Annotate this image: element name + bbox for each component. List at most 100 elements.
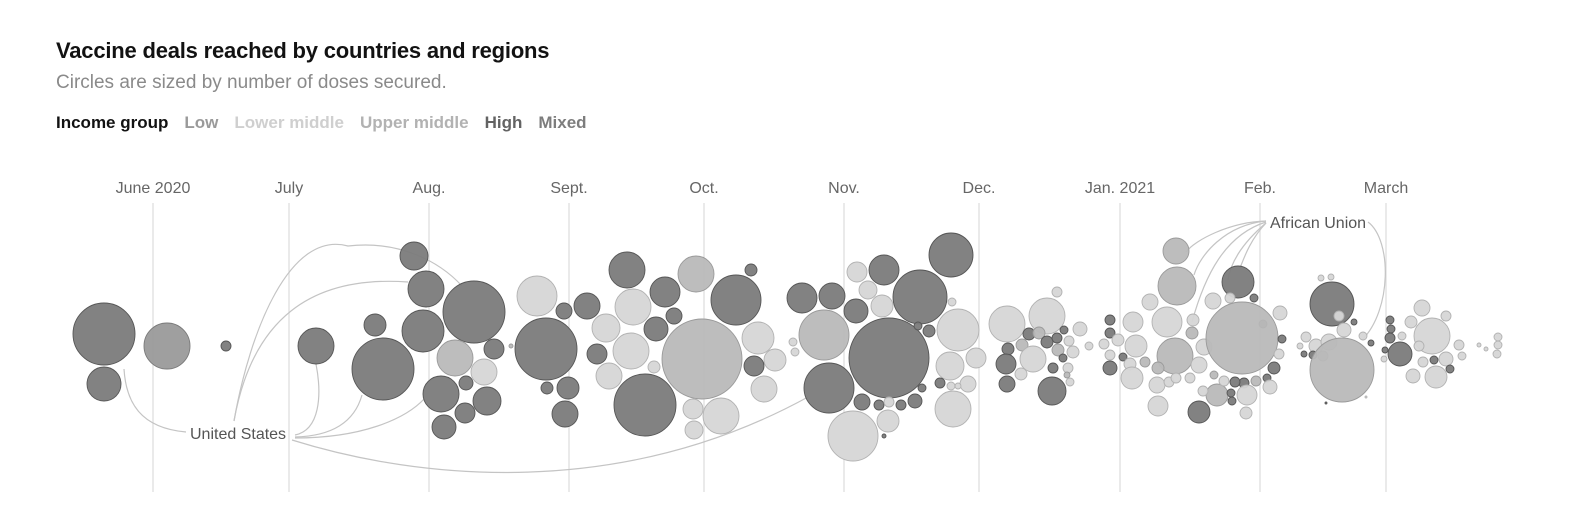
deal-bubble[interactable] [665,307,683,325]
deal-bubble[interactable] [297,327,335,365]
deal-bubble[interactable] [1014,367,1028,381]
deal-bubble[interactable] [363,313,387,337]
deal-bubble[interactable] [965,347,987,369]
deal-bubble[interactable] [1058,353,1068,363]
deal-bubble[interactable] [1367,339,1375,347]
deal-bubble[interactable] [702,397,740,435]
deal-bubble[interactable] [876,409,900,433]
deal-bubble[interactable] [1424,365,1448,389]
deal-bubble[interactable] [1148,376,1166,394]
deal-bubble[interactable] [1440,310,1452,322]
deal-bubble[interactable] [1385,315,1395,325]
deal-bubble[interactable] [873,399,885,411]
deal-bubble[interactable] [917,383,927,393]
deal-bubble[interactable] [892,269,948,325]
deal-bubble[interactable] [1239,406,1253,420]
deal-bubble[interactable] [586,343,608,365]
deal-bubble[interactable] [516,275,558,317]
deal-bubble[interactable] [936,308,980,352]
deal-bubble[interactable] [407,270,445,308]
deal-bubble[interactable] [935,351,965,381]
deal-bubble[interactable] [1063,335,1075,347]
deal-bubble[interactable] [1032,326,1046,340]
deal-bubble[interactable] [870,294,894,318]
deal-bubble[interactable] [881,433,887,439]
deal-bubble[interactable] [1381,346,1389,354]
deal-bubble[interactable] [1205,301,1279,375]
deal-bubble[interactable] [913,321,923,331]
deal-bubble[interactable] [1111,333,1125,347]
deal-bubble[interactable] [744,263,758,277]
deal-bubble[interactable] [1364,395,1368,399]
deal-bubble[interactable] [1413,299,1431,317]
deal-bubble[interactable] [677,255,715,293]
legend-item-mixed[interactable]: Mixed [538,113,587,132]
deal-bubble[interactable] [846,261,868,283]
deal-bubble[interactable] [1267,361,1281,375]
deal-bubble[interactable] [843,298,869,324]
legend-item-low[interactable]: Low [184,113,219,132]
deal-bubble[interactable] [818,282,846,310]
deal-bubble[interactable] [220,340,232,352]
deal-bubble[interactable] [508,343,514,349]
deal-bubble[interactable] [1429,355,1439,365]
legend-item-high[interactable]: High [484,113,523,132]
deal-bubble[interactable] [143,322,191,370]
deal-bubble[interactable] [947,297,957,307]
deal-bubble[interactable] [786,282,818,314]
deal-bubble[interactable] [442,280,506,344]
deal-bubble[interactable] [1157,266,1197,306]
deal-bubble[interactable] [1015,338,1029,352]
deal-bubble[interactable] [1122,311,1144,333]
deal-bubble[interactable] [1124,334,1148,358]
deal-bubble[interactable] [1151,361,1165,375]
deal-bubble[interactable] [883,396,895,408]
deal-bubble[interactable] [1300,331,1312,343]
deal-bubble[interactable] [1104,327,1116,339]
deal-bubble[interactable] [556,376,580,400]
deal-bubble[interactable] [1483,346,1489,352]
deal-bubble[interactable] [827,410,879,462]
deal-bubble[interactable] [1051,286,1063,298]
deal-bubble[interactable] [1300,350,1308,358]
deal-bubble[interactable] [591,313,621,343]
deal-bubble[interactable] [614,288,652,326]
deal-bubble[interactable] [1170,372,1182,384]
deal-bubble[interactable] [1118,352,1128,362]
deal-bubble[interactable] [1417,356,1429,368]
deal-bubble[interactable] [1324,401,1328,405]
deal-bubble[interactable] [1309,281,1355,327]
deal-bubble[interactable] [1184,372,1196,384]
deal-bubble[interactable] [1333,310,1345,322]
deal-bubble[interactable] [1296,342,1304,350]
deal-bubble[interactable] [998,375,1016,393]
deal-bubble[interactable] [1001,342,1015,356]
deal-bubble[interactable] [1072,321,1088,337]
deal-bubble[interactable] [1262,379,1278,395]
deal-bubble[interactable] [1476,342,1482,348]
deal-bubble[interactable] [1151,306,1183,338]
deal-bubble[interactable] [988,305,1026,343]
deal-bubble[interactable] [1065,377,1075,387]
deal-bubble[interactable] [454,402,476,424]
deal-bubble[interactable] [1277,334,1287,344]
deal-bubble[interactable] [649,276,681,308]
deal-bubble[interactable] [1098,338,1110,350]
deal-bubble[interactable] [1397,331,1407,341]
deal-bubble[interactable] [1187,400,1211,424]
deal-bubble[interactable] [555,302,573,320]
deal-bubble[interactable] [959,375,977,393]
deal-bubble[interactable] [934,390,972,428]
deal-bubble[interactable] [1380,355,1388,363]
deal-bubble[interactable] [1205,383,1229,407]
deal-bubble[interactable] [1051,343,1065,357]
deal-bubble[interactable] [1190,356,1208,374]
deal-bubble[interactable] [1040,335,1054,349]
deal-bubble[interactable] [1249,293,1259,303]
deal-bubble[interactable] [1317,274,1325,282]
deal-bubble[interactable] [458,375,474,391]
deal-bubble[interactable] [1066,345,1080,359]
deal-bubble[interactable] [995,353,1017,375]
deal-bubble[interactable] [72,302,136,366]
deal-bubble[interactable] [608,251,646,289]
